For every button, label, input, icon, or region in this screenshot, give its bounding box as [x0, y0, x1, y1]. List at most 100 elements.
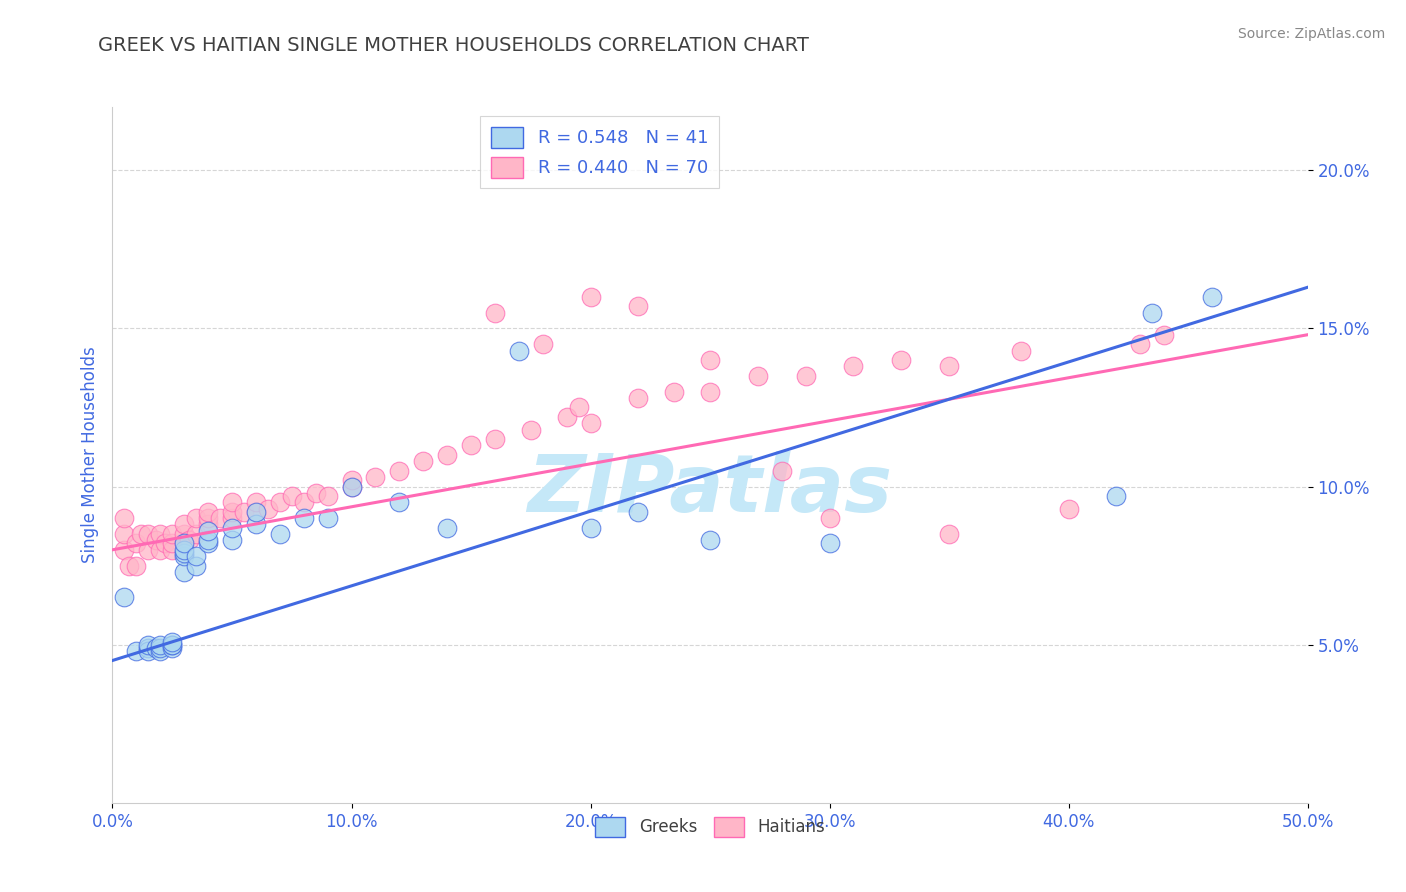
Point: [436, 521, 458, 535]
Point: [627, 505, 650, 519]
Point: [162, 640, 183, 655]
Point: [579, 521, 602, 535]
Point: [484, 305, 506, 319]
Y-axis label: Single Mother Households: Single Mother Households: [80, 347, 98, 563]
Point: [555, 409, 578, 424]
Point: [269, 495, 291, 509]
Point: [162, 638, 183, 652]
Point: [245, 517, 267, 532]
Point: [197, 536, 219, 550]
Point: [149, 527, 172, 541]
Point: [221, 505, 243, 519]
Point: [197, 533, 219, 548]
Point: [125, 536, 148, 550]
Point: [162, 638, 183, 652]
Point: [699, 384, 721, 399]
Point: [818, 511, 841, 525]
Point: [1201, 290, 1223, 304]
Point: [153, 536, 176, 550]
Point: [173, 565, 195, 579]
Text: GREEK VS HAITIAN SINGLE MOTHER HOUSEHOLDS CORRELATION CHART: GREEK VS HAITIAN SINGLE MOTHER HOUSEHOLD…: [98, 36, 810, 54]
Point: [209, 511, 232, 525]
Point: [125, 558, 148, 573]
Point: [138, 527, 160, 541]
Point: [145, 640, 167, 655]
Point: [197, 524, 219, 538]
Point: [186, 527, 208, 541]
Point: [186, 511, 208, 525]
Point: [173, 527, 195, 541]
Point: [388, 464, 411, 478]
Point: [747, 368, 769, 383]
Point: [842, 359, 865, 374]
Point: [305, 486, 328, 500]
Point: [1142, 305, 1164, 319]
Point: [138, 644, 160, 658]
Point: [114, 542, 135, 557]
Point: [233, 505, 256, 519]
Point: [197, 511, 219, 525]
Point: [173, 536, 195, 550]
Point: [460, 438, 482, 452]
Point: [436, 448, 458, 462]
Point: [114, 591, 135, 605]
Point: [173, 546, 195, 560]
Point: [818, 536, 841, 550]
Point: [138, 542, 160, 557]
Point: [1105, 489, 1128, 503]
Point: [340, 473, 363, 487]
Point: [699, 533, 721, 548]
Point: [938, 527, 960, 541]
Point: [162, 634, 183, 648]
Point: [508, 343, 530, 358]
Point: [938, 359, 960, 374]
Point: [114, 527, 135, 541]
Point: [699, 353, 721, 368]
Point: [162, 542, 183, 557]
Point: [531, 337, 554, 351]
Legend: Greeks, Haitians: Greeks, Haitians: [589, 811, 831, 843]
Point: [173, 517, 195, 532]
Point: [149, 640, 172, 655]
Point: [364, 470, 387, 484]
Point: [316, 489, 339, 503]
Point: [568, 401, 591, 415]
Point: [316, 511, 339, 525]
Point: [129, 527, 152, 541]
Point: [177, 533, 200, 548]
Point: [221, 521, 243, 535]
Point: [125, 644, 148, 658]
Point: [245, 495, 267, 509]
Point: [281, 489, 304, 503]
Point: [770, 464, 793, 478]
Point: [197, 517, 219, 532]
Point: [245, 505, 267, 519]
Point: [221, 533, 243, 548]
Point: [627, 299, 650, 313]
Point: [1057, 501, 1080, 516]
Point: [269, 527, 291, 541]
Point: [186, 558, 208, 573]
Point: [221, 495, 243, 509]
Point: [149, 644, 172, 658]
Point: [412, 454, 434, 468]
Point: [579, 417, 602, 431]
Point: [340, 479, 363, 493]
Point: [1010, 343, 1032, 358]
Point: [340, 479, 363, 493]
Point: [292, 495, 315, 509]
Point: [162, 536, 183, 550]
Point: [890, 353, 912, 368]
Point: [794, 368, 817, 383]
Point: [149, 542, 172, 557]
Point: [579, 290, 602, 304]
Point: [664, 384, 686, 399]
Point: [221, 511, 243, 525]
Point: [173, 536, 195, 550]
Point: [173, 549, 195, 563]
Point: [627, 391, 650, 405]
Point: [1153, 327, 1175, 342]
Text: ZIPatlas: ZIPatlas: [527, 450, 893, 529]
Point: [118, 558, 141, 573]
Point: [257, 501, 280, 516]
